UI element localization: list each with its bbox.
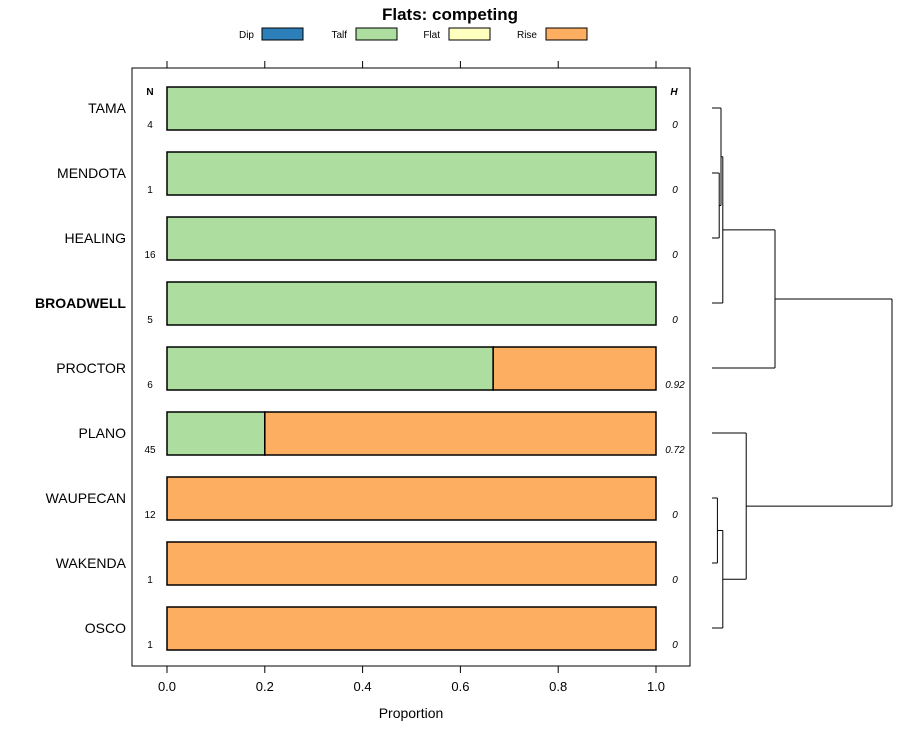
x-axis-label: Proportion <box>379 705 444 721</box>
n-value: 5 <box>147 315 153 326</box>
n-value: 45 <box>144 445 156 456</box>
dendrogram <box>712 107 893 629</box>
n-value: 1 <box>147 640 153 651</box>
bar-segment-talf <box>166 411 266 456</box>
h-value: 0.92 <box>665 380 685 391</box>
row-plano: PLANO 45 0.72 <box>79 411 685 456</box>
chart-title: Flats: competing <box>382 5 518 24</box>
n-value: 16 <box>144 250 156 261</box>
h-value: 0 <box>672 640 678 651</box>
h-value: 0 <box>672 185 678 196</box>
n-value: 4 <box>147 120 153 131</box>
row-label: PROCTOR <box>56 360 126 376</box>
legend: Dip Talf Flat Rise <box>239 27 588 41</box>
row-label: HEALING <box>65 230 126 246</box>
n-value: 6 <box>147 380 153 391</box>
row-label: TAMA <box>88 100 127 116</box>
h-value: 0 <box>672 510 678 521</box>
row-label: OSCO <box>85 620 126 636</box>
row-wakenda: WAKENDA 1 0 <box>56 541 678 586</box>
legend-label-flat: Flat <box>423 30 440 41</box>
legend-label-rise: Rise <box>517 30 537 41</box>
bar-segment-rise <box>492 346 657 391</box>
h-value: 0 <box>672 315 678 326</box>
n-value: 1 <box>147 185 153 196</box>
legend-swatch-talf <box>355 27 398 41</box>
row-label: BROADWELL <box>35 295 126 311</box>
row-label: MENDOTA <box>57 165 127 181</box>
top-axis <box>166 61 657 68</box>
bar-segment-talf <box>166 281 657 326</box>
bar-segment-talf <box>166 151 657 196</box>
row-mendota: MENDOTA 1 0 <box>57 151 678 196</box>
h-value: 0 <box>672 575 678 586</box>
bar-segment-rise <box>166 606 657 651</box>
plot-panel <box>131 67 691 667</box>
row-label: WAUPECAN <box>46 490 126 506</box>
row-proctor: PROCTOR 6 0.92 <box>56 346 685 391</box>
row-osco: OSCO 1 0 <box>85 606 678 651</box>
row-label: PLANO <box>79 425 127 441</box>
n-value: 12 <box>144 510 156 521</box>
bar-segment-rise <box>264 411 657 456</box>
row-healing: HEALING 16 0 <box>65 216 678 261</box>
bar-segment-talf <box>166 346 494 391</box>
row-broadwell: BROADWELL 5 0 <box>35 281 678 326</box>
h-value: 0 <box>672 250 678 261</box>
x-tick-label: 1.0 <box>647 679 665 694</box>
legend-swatch-flat <box>448 27 491 41</box>
bar-segment-talf <box>166 86 657 131</box>
x-tick-label: 0.4 <box>354 679 372 694</box>
row-waupecan: WAUPECAN 12 0 <box>46 476 678 521</box>
row-label: WAKENDA <box>56 555 127 571</box>
x-tick-label: 0.0 <box>158 679 176 694</box>
legend-swatch-rise <box>545 27 588 41</box>
legend-swatch-dip <box>261 27 304 41</box>
bar-segment-rise <box>166 541 657 586</box>
x-tick-label: 0.6 <box>451 679 469 694</box>
row-tama: TAMA 4 0 <box>88 86 678 131</box>
x-tick-label: 0.2 <box>256 679 274 694</box>
x-tick-label: 0.8 <box>549 679 567 694</box>
legend-label-dip: Dip <box>239 30 254 41</box>
bar-segment-talf <box>166 216 657 261</box>
legend-label-talf: Talf <box>331 30 347 41</box>
x-axis: 0.0 0.2 0.4 0.6 0.8 1.0 <box>158 666 665 694</box>
h-value: 0.72 <box>665 445 685 456</box>
h-value: 0 <box>672 120 678 131</box>
n-value: 1 <box>147 575 153 586</box>
n-column-header: N <box>146 87 153 98</box>
h-column-header: H <box>670 87 678 98</box>
bar-segment-rise <box>166 476 657 521</box>
